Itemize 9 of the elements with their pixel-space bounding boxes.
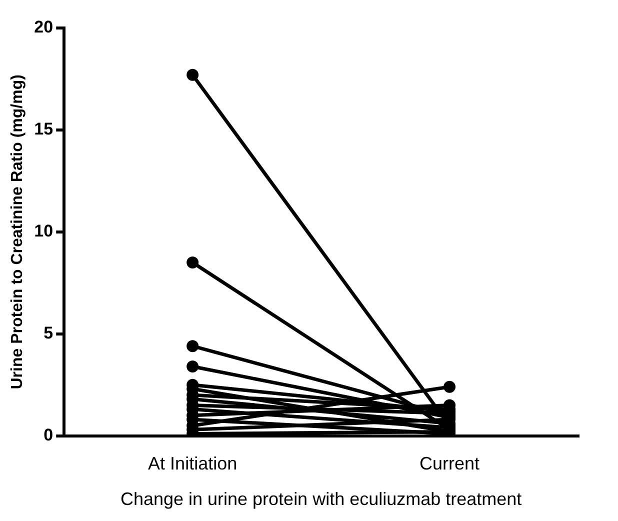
y-tick-label: 15 xyxy=(34,120,54,139)
y-tick-label: 10 xyxy=(34,222,54,241)
x-tick-label: Current xyxy=(420,454,480,474)
y-axis-title: Urine Protein to Creatinine Ratio (mg/mg) xyxy=(9,74,26,390)
y-tick-label: 5 xyxy=(44,324,54,343)
x-axis-title: Change in urine protein with eculiuzmab treatment xyxy=(120,489,522,510)
x-tick-label: At Initiation xyxy=(148,454,238,474)
y-tick-label: 0 xyxy=(44,425,54,444)
y-tick-label: 20 xyxy=(34,18,54,37)
